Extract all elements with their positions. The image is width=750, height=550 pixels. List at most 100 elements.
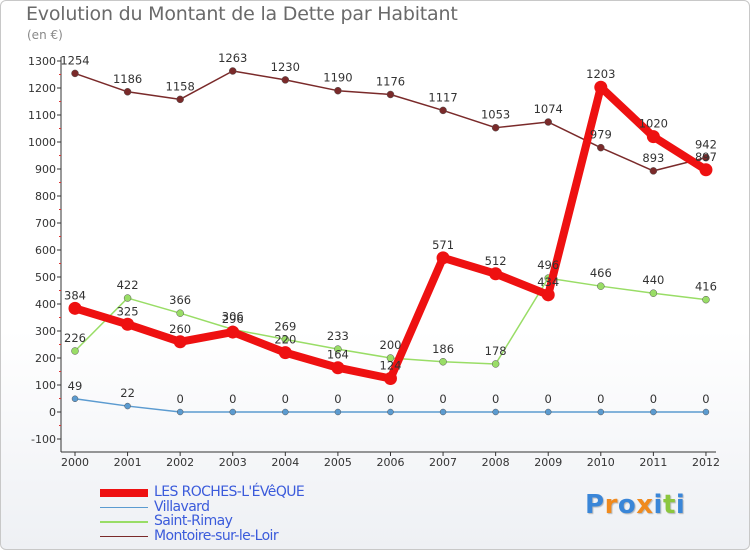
data-label: 296 xyxy=(222,312,244,326)
data-point xyxy=(544,118,552,126)
y-tick-label: 1000 xyxy=(28,136,56,149)
logo-letter: r xyxy=(604,490,618,520)
legend-swatch xyxy=(100,535,148,538)
data-point xyxy=(541,288,555,302)
data-point xyxy=(650,408,657,416)
x-tick-label: 2009 xyxy=(534,456,562,469)
y-tick-label: 400 xyxy=(35,298,56,311)
data-point xyxy=(123,88,132,96)
y-tick-label: 300 xyxy=(35,325,56,338)
data-label: 0 xyxy=(229,392,236,406)
data-label: 164 xyxy=(327,348,349,362)
data-point xyxy=(383,372,397,386)
data-point xyxy=(176,95,184,104)
data-label: 124 xyxy=(380,359,402,373)
data-point xyxy=(439,358,447,366)
data-label: 306 xyxy=(222,309,244,323)
data-point xyxy=(491,123,500,132)
data-label: 0 xyxy=(650,392,657,406)
legend-item: Montoire-sur-le-Loir xyxy=(100,527,400,545)
y-tick-label: -100 xyxy=(31,433,56,446)
y-tick-label: 1100 xyxy=(28,109,56,122)
legend-label: LES ROCHES-L'ÉVêQUE xyxy=(154,484,305,500)
y-tick-label: 700 xyxy=(35,217,56,230)
y-tick-label: 200 xyxy=(35,352,56,365)
legend-item: LES ROCHES-L'ÉVêQUE xyxy=(100,484,400,501)
x-tick-label: 2006 xyxy=(376,456,404,469)
x-tick-label: 2011 xyxy=(639,456,667,469)
data-point xyxy=(173,335,187,349)
data-label: 384 xyxy=(64,288,86,302)
data-label: 571 xyxy=(432,238,454,252)
data-point xyxy=(439,106,447,115)
data-label: 1190 xyxy=(323,71,352,85)
data-point xyxy=(699,163,713,177)
data-point xyxy=(646,130,660,144)
legend-label: Montoire-sur-le-Loir xyxy=(154,527,279,544)
chart-legend: LES ROCHES-L'ÉVêQUE Villavard Saint-Rima… xyxy=(100,484,400,545)
data-label: 1053 xyxy=(481,108,510,122)
data-label: 1203 xyxy=(586,67,615,81)
data-point xyxy=(281,76,290,84)
data-point xyxy=(702,153,710,162)
legend-label: Villavard xyxy=(154,498,210,515)
data-label: 897 xyxy=(695,150,717,164)
logo-letter: i xyxy=(675,490,686,520)
data-label: 233 xyxy=(327,329,349,343)
chart-unit: (en €) xyxy=(27,28,63,42)
x-tick-label: 2007 xyxy=(429,456,457,469)
legend-swatch xyxy=(100,521,148,523)
data-point xyxy=(702,295,710,304)
data-label: 226 xyxy=(64,331,86,345)
data-point xyxy=(489,267,503,281)
data-label: 0 xyxy=(702,392,709,406)
data-label: 269 xyxy=(274,319,296,333)
data-point xyxy=(597,143,605,152)
data-point xyxy=(123,294,132,302)
x-tick-label: 2001 xyxy=(114,456,142,469)
x-tick-label: 2004 xyxy=(271,456,299,469)
data-point xyxy=(544,408,552,416)
data-point xyxy=(492,408,499,416)
data-label: 200 xyxy=(380,338,402,352)
data-label: 979 xyxy=(590,128,612,142)
data-point xyxy=(594,80,608,94)
data-label: 434 xyxy=(537,275,559,289)
data-point xyxy=(386,354,395,362)
logo-letter: i xyxy=(653,490,663,520)
data-point xyxy=(334,86,342,95)
data-label: 1230 xyxy=(271,60,300,74)
legend-item: Villavard xyxy=(100,498,400,516)
data-point xyxy=(334,345,342,353)
x-tick-label: 2000 xyxy=(61,456,89,469)
data-label: 422 xyxy=(117,278,139,292)
logo-letter: o xyxy=(617,490,637,520)
data-label: 1020 xyxy=(639,117,668,131)
x-tick-label: 2002 xyxy=(166,456,194,469)
data-point xyxy=(491,360,500,368)
data-point xyxy=(124,402,131,410)
data-label: 186 xyxy=(432,342,454,356)
legend-item: Saint-Rimay xyxy=(100,513,400,530)
data-label: 893 xyxy=(642,151,664,165)
data-label: 0 xyxy=(387,392,394,406)
data-label: 1176 xyxy=(376,74,405,88)
data-point xyxy=(176,408,184,416)
data-point xyxy=(71,395,79,403)
data-point xyxy=(331,361,345,375)
legend-swatch xyxy=(100,489,148,497)
data-point xyxy=(702,408,710,416)
data-label: 942 xyxy=(695,138,717,152)
data-label: 0 xyxy=(439,392,446,406)
x-tick-label: 2003 xyxy=(219,456,247,469)
data-point xyxy=(649,289,658,297)
data-label: 260 xyxy=(169,322,191,336)
data-label: 325 xyxy=(117,304,139,318)
y-tick-label: 900 xyxy=(35,163,56,176)
data-label: 178 xyxy=(485,344,507,358)
data-point xyxy=(121,317,135,331)
x-tick-label: 2008 xyxy=(482,456,510,469)
data-label: 1263 xyxy=(218,51,247,65)
data-label: 1254 xyxy=(60,53,89,67)
